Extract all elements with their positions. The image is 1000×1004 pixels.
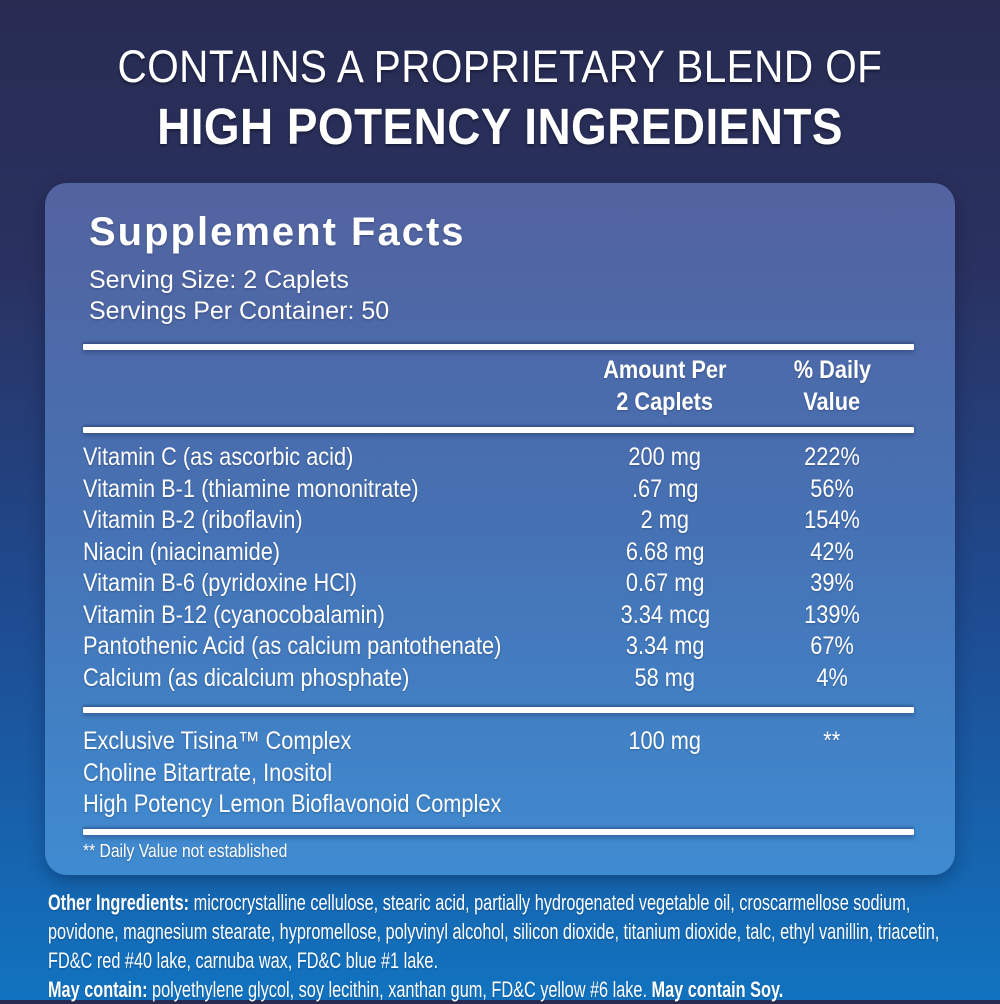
table-header: Amount Per 2 Caplets % Daily Value (83, 350, 914, 418)
other-ingredients-text: Other Ingredients: microcrystalline cell… (48, 890, 940, 973)
headline-line1: CONTAINS A PROPRIETARY BLEND OF (117, 41, 883, 92)
nutrient-daily-value: 154% (804, 506, 860, 534)
proprietary-blend-section: Exclusive Tisina™ Complex 100 mg ** Chol… (83, 713, 914, 821)
serving-size: Serving Size: 2 Caplets (89, 266, 349, 294)
table-row: Vitamin B-6 (pyridoxine HCl) 0.67 mg 39% (83, 568, 914, 600)
blend-name: Exclusive Tisina™ Complex (83, 727, 352, 755)
nutrient-name: Pantothenic Acid (as calcium pantothenat… (83, 632, 502, 660)
headline-line2: HIGH POTENCY INGREDIENTS (157, 98, 843, 155)
blend-row: Exclusive Tisina™ Complex 100 mg ** (83, 726, 914, 758)
nutrient-amount: 200 mg (628, 443, 702, 471)
may-contain-label: May contain: (48, 977, 148, 1002)
nutrient-name: Vitamin B-12 (cyanocobalamin) (83, 600, 385, 629)
nutrient-amount: 58 mg (634, 663, 696, 692)
blend-ingredients-line: High Potency Lemon Bioflavonoid Complex (83, 790, 502, 818)
nutrient-table: Vitamin C (as ascorbic acid) 200 mg 222%… (83, 433, 914, 707)
nutrient-daily-value: 222% (804, 443, 860, 471)
nutrient-daily-value: 67% (810, 632, 854, 660)
nutrient-daily-value: 4% (816, 663, 848, 692)
serving-info: Serving Size: 2 Caplets Servings Per Con… (89, 265, 914, 327)
table-row: Vitamin C (as ascorbic acid) 200 mg 222% (83, 442, 914, 474)
table-row: Niacin (niacinamide) 6.68 mg 42% (83, 537, 914, 569)
headline: CONTAINS A PROPRIETARY BLEND OF HIGH POT… (0, 0, 1000, 155)
nutrient-amount: 0.67 mg (625, 569, 705, 597)
nutrient-name: Vitamin B-6 (pyridoxine HCl) (83, 569, 357, 597)
table-row: Pantothenic Acid (as calcium pantothenat… (83, 631, 914, 663)
divider-footnote (83, 828, 914, 835)
divider-blend (83, 707, 914, 713)
supplement-facts-panel: Supplement Facts Serving Size: 2 Caplets… (45, 183, 955, 875)
table-row: Vitamin B-12 (cyanocobalamin) 3.34 mcg 1… (83, 600, 914, 632)
nutrient-name: Vitamin B-2 (riboflavin) (83, 506, 303, 534)
nutrient-daily-value: 39% (810, 569, 854, 597)
nutrient-amount: 3.34 mcg (620, 600, 710, 629)
servings-per-container: Servings Per Container: 50 (89, 297, 390, 325)
column-header-amount: Amount Per 2 Caplets (603, 356, 727, 416)
divider-top (83, 344, 914, 350)
table-row: Vitamin B-1 (thiamine mononitrate) .67 m… (83, 474, 914, 506)
nutrient-amount: 2 mg (640, 506, 690, 534)
other-ingredients-label: Other Ingredients: (48, 890, 190, 915)
nutrient-amount: 6.68 mg (625, 537, 705, 566)
nutrient-daily-value: 139% (804, 600, 860, 629)
nutrient-name: Vitamin C (as ascorbic acid) (83, 443, 354, 471)
nutrient-daily-value: 56% (810, 474, 854, 503)
divider-header (83, 427, 914, 433)
daily-value-footnote: ** Daily Value not established (83, 840, 288, 861)
blend-amount: 100 mg (628, 727, 702, 755)
nutrient-name: Calcium (as dicalcium phosphate) (83, 663, 410, 692)
table-row: Vitamin B-2 (riboflavin) 2 mg 154% (83, 505, 914, 537)
other-ingredients-section: Other Ingredients: microcrystalline cell… (48, 888, 952, 1004)
nutrient-daily-value: 42% (810, 537, 854, 566)
blend-daily-value: ** (823, 727, 841, 755)
may-contain-soy: May contain Soy. (651, 977, 784, 1002)
panel-title: Supplement Facts (89, 210, 466, 254)
nutrient-amount: .67 mg (631, 474, 699, 503)
nutrient-name: Niacin (niacinamide) (83, 537, 281, 566)
may-contain-text: May contain: polyethylene glycol, soy le… (48, 977, 784, 1002)
nutrient-name: Vitamin B-1 (thiamine mononitrate) (83, 474, 419, 503)
nutrient-amount: 3.34 mg (625, 632, 705, 660)
column-header-daily-value: % Daily Value (793, 356, 871, 416)
blend-ingredients-line: Choline Bitartrate, Inositol (83, 758, 333, 787)
table-row: Calcium (as dicalcium phosphate) 58 mg 4… (83, 663, 914, 695)
